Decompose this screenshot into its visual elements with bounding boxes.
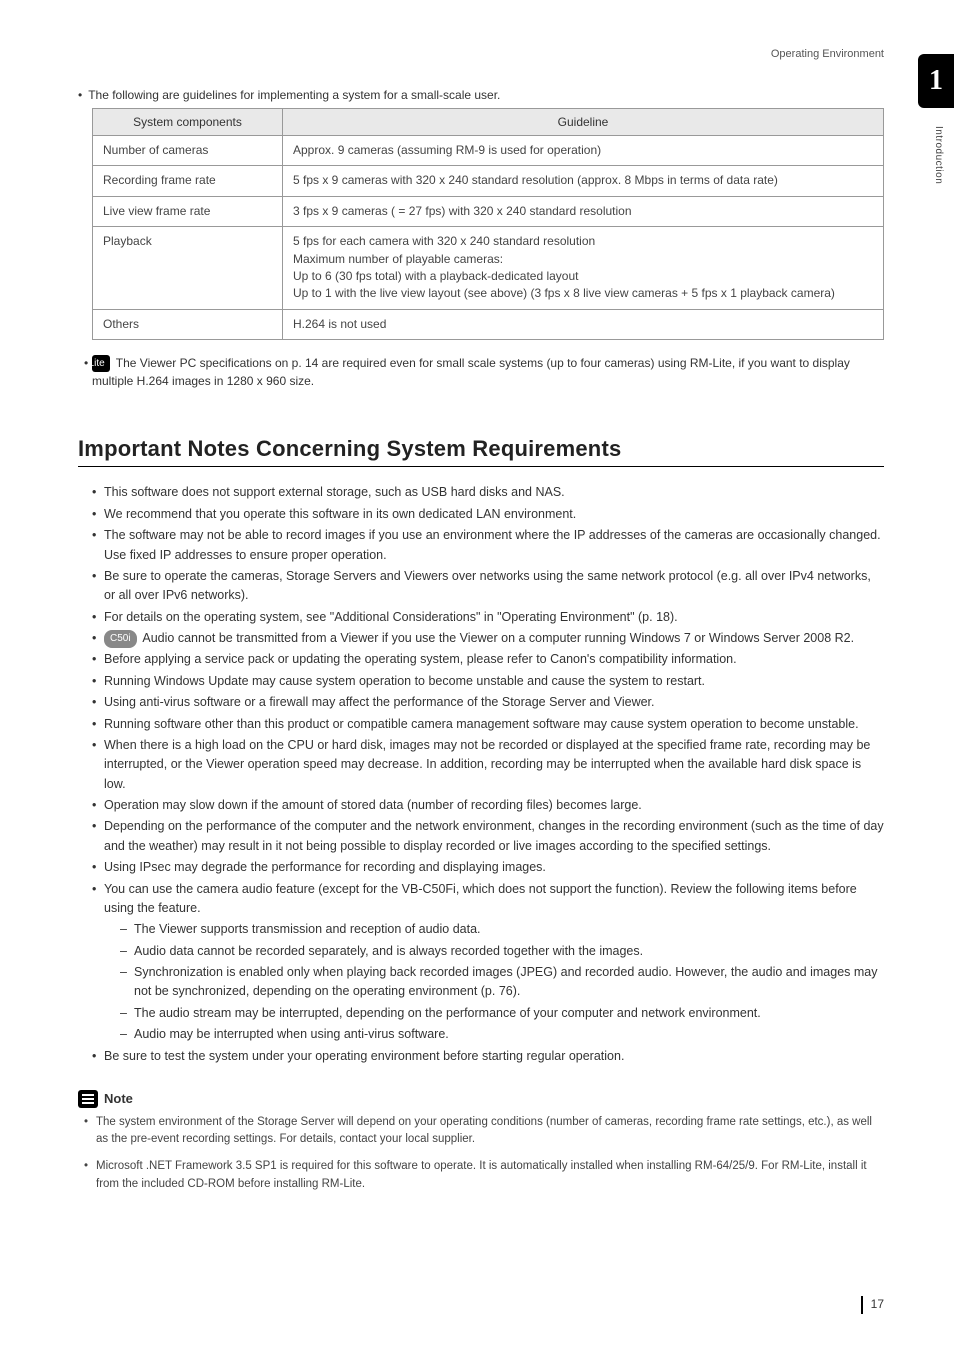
table-row: Recording frame rate5 fps x 9 cameras wi… xyxy=(93,166,884,196)
table-row: Live view frame rate3 fps x 9 cameras ( … xyxy=(93,196,884,226)
chapter-tab: 1 xyxy=(918,54,954,108)
cell: Others xyxy=(93,309,283,339)
guideline-table: System components Guideline Number of ca… xyxy=(92,108,884,340)
list-item: For details on the operating system, see… xyxy=(92,608,884,627)
note-item: The system environment of the Storage Se… xyxy=(84,1114,884,1149)
sub-list-item: Synchronization is enabled only when pla… xyxy=(120,963,884,1002)
table-row: OthersH.264 is not used xyxy=(93,309,884,339)
sub-list-item: Audio may be interrupted when using anti… xyxy=(120,1025,884,1044)
list-item: C50i Audio cannot be transmitted from a … xyxy=(92,629,884,648)
table-header-components: System components xyxy=(93,109,283,136)
cell: Live view frame rate xyxy=(93,196,283,226)
sub-list-item: The Viewer supports transmission and rec… xyxy=(120,920,884,939)
note-item: Microsoft .NET Framework 3.5 SP1 is requ… xyxy=(84,1158,884,1193)
list-item: Running software other than this product… xyxy=(92,715,884,734)
note-title: Note xyxy=(104,1091,133,1106)
lite-note-text: The Viewer PC specifications on p. 14 ar… xyxy=(92,356,850,388)
list-item: Using IPsec may degrade the performance … xyxy=(92,858,884,877)
cell: Approx. 9 cameras (assuming RM-9 is used… xyxy=(283,136,884,166)
list-item: Using anti-virus software or a firewall … xyxy=(92,693,884,712)
requirements-list: This software does not support external … xyxy=(78,483,884,1066)
list-item: This software does not support external … xyxy=(92,483,884,502)
page-number: 17 xyxy=(861,1296,884,1314)
intro-content: The following are guidelines for impleme… xyxy=(88,88,500,102)
list-item: Operation may slow down if the amount of… xyxy=(92,796,884,815)
section-heading: Important Notes Concerning System Requir… xyxy=(78,436,884,467)
list-item: Depending on the performance of the comp… xyxy=(92,817,884,856)
breadcrumb: Operating Environment xyxy=(78,48,884,60)
cell: 5 fps x 9 cameras with 320 x 240 standar… xyxy=(283,166,884,196)
sub-list: The Viewer supports transmission and rec… xyxy=(104,920,884,1044)
cell: Playback xyxy=(93,227,283,310)
cell: 5 fps for each camera with 320 x 240 sta… xyxy=(283,227,884,310)
list-item: Running Windows Update may cause system … xyxy=(92,672,884,691)
cell: Recording frame rate xyxy=(93,166,283,196)
lite-badge-icon: Lite xyxy=(92,355,110,372)
cell: 3 fps x 9 cameras ( = 27 fps) with 320 x… xyxy=(283,196,884,226)
page-number-value: 17 xyxy=(871,1297,884,1311)
note-block: Note The system environment of the Stora… xyxy=(78,1090,884,1193)
list-item: Be sure to test the system under your op… xyxy=(92,1047,884,1066)
list-item: We recommend that you operate this softw… xyxy=(92,505,884,524)
list-item: The software may not be able to record i… xyxy=(92,526,884,565)
list-item-text: Audio cannot be transmitted from a Viewe… xyxy=(142,631,854,645)
list-item: Be sure to operate the cameras, Storage … xyxy=(92,567,884,606)
sub-list-item: Audio data cannot be recorded separately… xyxy=(120,942,884,961)
table-row: Number of camerasApprox. 9 cameras (assu… xyxy=(93,136,884,166)
list-item: You can use the camera audio feature (ex… xyxy=(92,880,884,1045)
note-icon xyxy=(78,1090,98,1108)
table-row: Playback5 fps for each camera with 320 x… xyxy=(93,227,884,310)
chapter-number: 1 xyxy=(929,65,943,97)
chapter-label: Introduction xyxy=(933,126,944,184)
note-list: The system environment of the Storage Se… xyxy=(78,1114,884,1193)
sub-list-item: The audio stream may be interrupted, dep… xyxy=(120,1004,884,1023)
list-item: Before applying a service pack or updati… xyxy=(92,650,884,669)
lite-note: • Lite The Viewer PC specifications on p… xyxy=(78,354,884,390)
cell: Number of cameras xyxy=(93,136,283,166)
list-item-text: You can use the camera audio feature (ex… xyxy=(104,882,857,915)
c50-badge-icon: C50i xyxy=(104,630,137,648)
cell: H.264 is not used xyxy=(283,309,884,339)
list-item: When there is a high load on the CPU or … xyxy=(92,736,884,794)
table-header-guideline: Guideline xyxy=(283,109,884,136)
intro-text: The following are guidelines for impleme… xyxy=(78,88,884,102)
